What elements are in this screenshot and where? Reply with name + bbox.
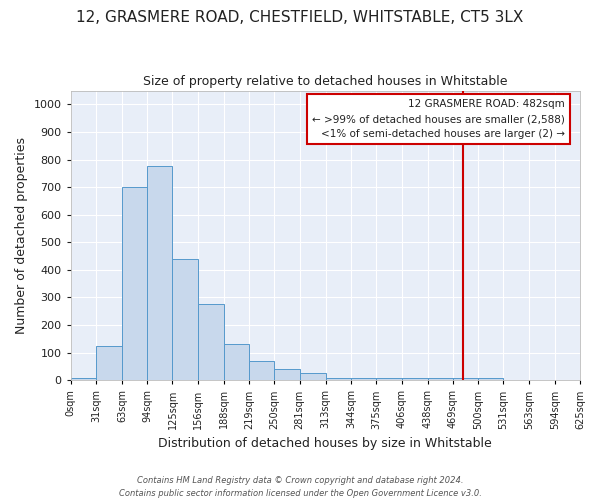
Bar xyxy=(71,378,96,380)
X-axis label: Distribution of detached houses by size in Whitstable: Distribution of detached houses by size … xyxy=(158,437,492,450)
Bar xyxy=(326,378,351,380)
Bar xyxy=(478,378,503,380)
Bar xyxy=(122,187,147,380)
Bar xyxy=(376,378,401,380)
Bar xyxy=(299,374,326,380)
Bar xyxy=(172,259,198,380)
Bar xyxy=(198,304,224,380)
Bar xyxy=(274,369,299,380)
Bar xyxy=(351,378,376,380)
Text: 12 GRASMERE ROAD: 482sqm
← >99% of detached houses are smaller (2,588)
<1% of se: 12 GRASMERE ROAD: 482sqm ← >99% of detac… xyxy=(312,99,565,139)
Bar xyxy=(224,344,249,380)
Title: Size of property relative to detached houses in Whitstable: Size of property relative to detached ho… xyxy=(143,75,508,88)
Text: Contains HM Land Registry data © Crown copyright and database right 2024.
Contai: Contains HM Land Registry data © Crown c… xyxy=(119,476,481,498)
Text: 12, GRASMERE ROAD, CHESTFIELD, WHITSTABLE, CT5 3LX: 12, GRASMERE ROAD, CHESTFIELD, WHITSTABL… xyxy=(76,10,524,25)
Bar xyxy=(249,361,274,380)
Y-axis label: Number of detached properties: Number of detached properties xyxy=(15,137,28,334)
Bar xyxy=(428,378,453,380)
Bar xyxy=(453,378,478,380)
Bar xyxy=(401,378,428,380)
Bar xyxy=(147,166,172,380)
Bar xyxy=(96,346,122,380)
